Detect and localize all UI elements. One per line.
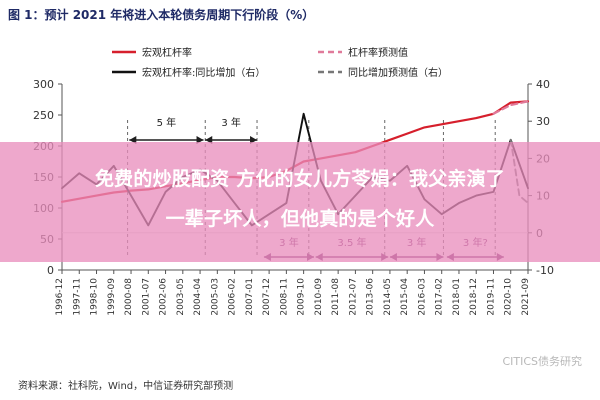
x-tick-label-22: 2017-02 bbox=[435, 278, 445, 316]
legend-label-1: 杠杆率预测值 bbox=[348, 46, 408, 59]
legend-label-2: 宏观杠杆率:同比增加（右） bbox=[142, 66, 265, 79]
x-tick-label-7: 2003-05 bbox=[176, 278, 186, 316]
left-tick-label-0: 0 bbox=[47, 264, 54, 277]
x-tick-label-26: 2020-10 bbox=[504, 278, 514, 316]
x-tick-label-8: 2004-04 bbox=[193, 278, 203, 316]
x-tick-label-24: 2018-12 bbox=[469, 278, 479, 316]
x-tick-label-10: 2006-02 bbox=[228, 278, 238, 316]
series-line-1 bbox=[492, 100, 530, 115]
promo-overlay-line-2: 一辈子坏人，但他真的是个好人 bbox=[165, 208, 435, 230]
x-tick-label-21: 2016-03 bbox=[417, 278, 427, 316]
watermark-text: CITICS债务研究 bbox=[502, 355, 582, 368]
x-tick-label-23: 2018-01 bbox=[452, 278, 462, 316]
x-tick-label-5: 2001-07 bbox=[141, 278, 151, 316]
x-tick-label-18: 2013-06 bbox=[366, 278, 376, 316]
right-tick-label-0: -10 bbox=[536, 264, 554, 277]
right-tick-label-5: 40 bbox=[536, 78, 550, 91]
x-tick-label-19: 2014-05 bbox=[383, 278, 393, 316]
source-text: 资料来源：社科院，Wind，中信证券研究部预测 bbox=[18, 381, 234, 392]
right-tick-label-4: 30 bbox=[536, 115, 550, 128]
x-tick-label-12: 2007-12 bbox=[262, 278, 272, 316]
x-tick-label-9: 2005-03 bbox=[210, 278, 220, 316]
x-tick-label-17: 2012-07 bbox=[348, 278, 358, 316]
x-tick-label-25: 2019-11 bbox=[486, 278, 496, 316]
figure-title: 图 1：预计 2021 年将进入本轮债务周期下行阶段（%） bbox=[8, 8, 315, 22]
x-tick-label-13: 2008-11 bbox=[279, 278, 289, 316]
legend-label-0: 宏观杠杆率 bbox=[142, 46, 192, 59]
cycle-label-0: 5 年 bbox=[157, 116, 177, 129]
x-tick-label-6: 2002-06 bbox=[159, 278, 169, 316]
x-tick-label-11: 2007-01 bbox=[245, 278, 255, 316]
promo-overlay-line-1: 免费的炒股配资 方化的女儿方苓娟：我父亲演了 bbox=[94, 168, 506, 190]
x-tick-label-1: 1997-11 bbox=[72, 278, 82, 316]
x-tick-label-15: 2010-09 bbox=[314, 278, 324, 316]
x-tick-label-14: 2009-10 bbox=[297, 278, 307, 316]
x-tick-label-0: 1996-12 bbox=[55, 278, 65, 316]
left-tick-label-5: 250 bbox=[33, 109, 54, 122]
left-tick-label-6: 300 bbox=[33, 78, 54, 91]
x-tick-label-2: 1998-10 bbox=[90, 278, 100, 316]
x-tick-label-20: 2015-04 bbox=[400, 278, 410, 316]
x-tick-label-27: 2021-09 bbox=[521, 278, 531, 316]
x-tick-label-3: 1999-09 bbox=[107, 278, 117, 316]
cycle-label-1: 3 年 bbox=[221, 116, 241, 129]
x-tick-label-16: 2011-08 bbox=[331, 278, 341, 316]
x-tick-label-4: 2000-08 bbox=[124, 278, 134, 316]
legend-label-3: 同比增加预测值（右） bbox=[348, 66, 448, 79]
promo-overlay-band bbox=[0, 142, 600, 262]
